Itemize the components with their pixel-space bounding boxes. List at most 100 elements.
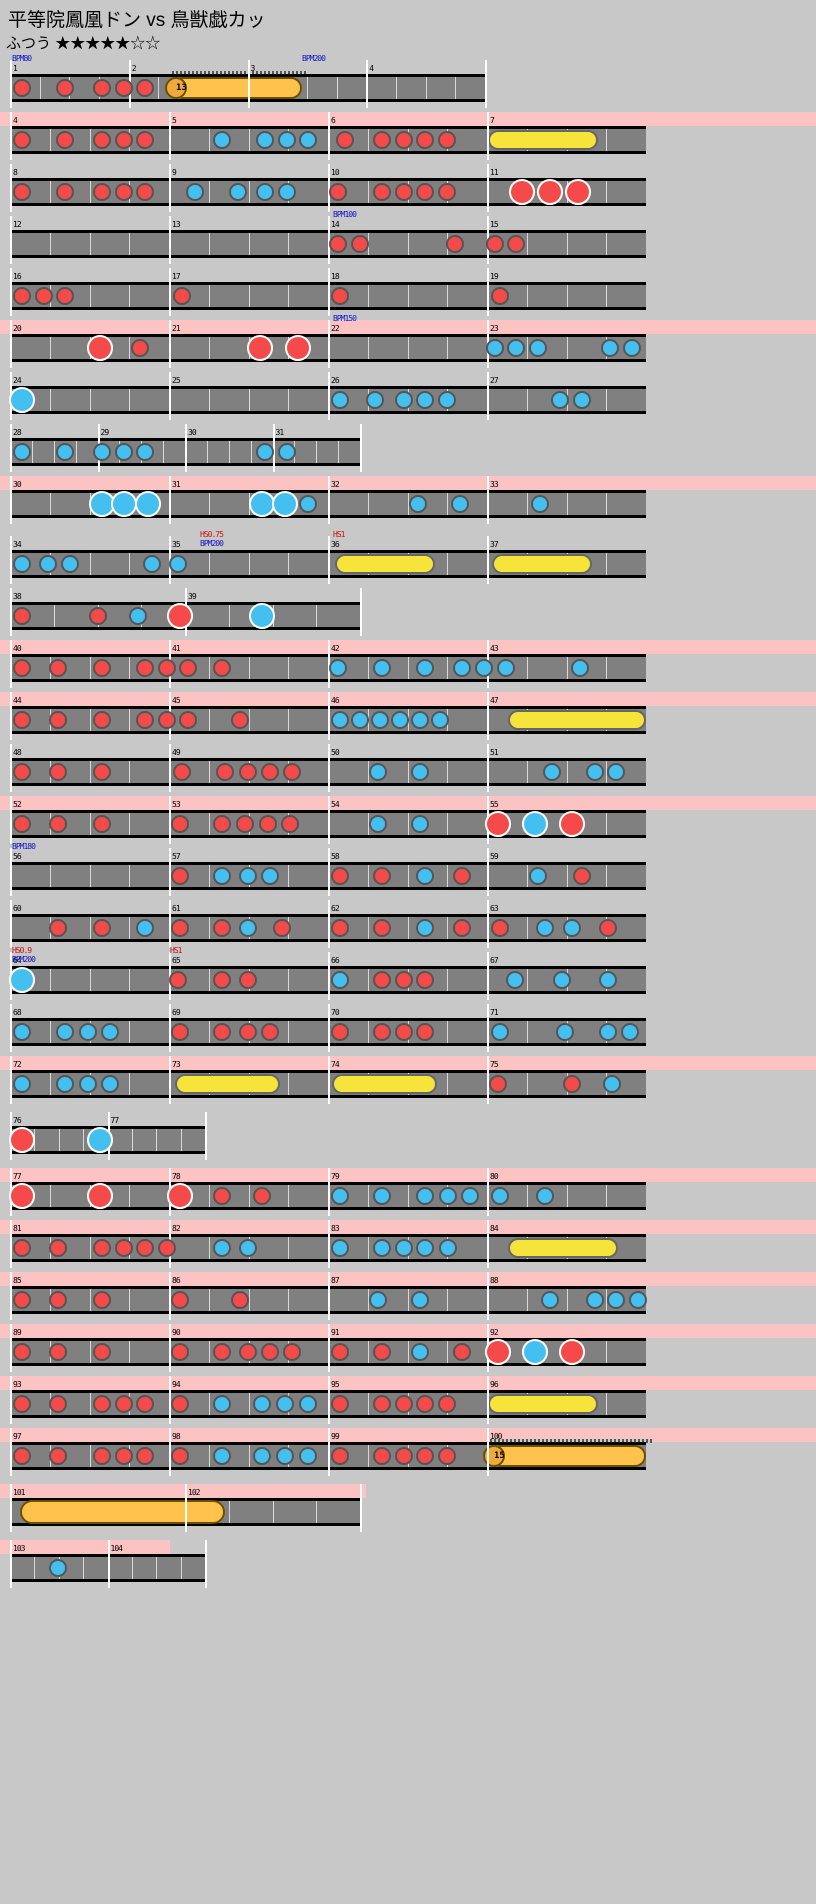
measure-number: 52 xyxy=(13,800,22,809)
note-ka xyxy=(553,971,571,989)
measure-barline xyxy=(205,1112,207,1160)
note-don xyxy=(446,235,464,253)
staff-row: 28 29 30 31 xyxy=(0,424,816,474)
note-don xyxy=(93,1343,111,1361)
drumroll-bar xyxy=(508,710,646,730)
note-ka xyxy=(599,971,617,989)
staff-row: 48 49 50 51 xyxy=(0,744,816,794)
note-bigka xyxy=(111,491,137,517)
measure-barline xyxy=(485,60,487,108)
beat-line xyxy=(39,77,41,99)
note-ka xyxy=(239,867,257,885)
beat-line xyxy=(288,709,290,731)
scroll-speed-label: HS0.75 xyxy=(200,530,224,539)
measure-barline xyxy=(10,1220,12,1268)
measure-number: 20 xyxy=(13,324,22,333)
measure-number: 17 xyxy=(172,272,181,281)
measure-barline xyxy=(328,1220,330,1268)
note-don xyxy=(13,1239,31,1257)
note-don xyxy=(13,131,31,149)
beat-line xyxy=(89,813,91,835)
measure-number: 74 xyxy=(331,1060,340,1069)
beat-line xyxy=(89,181,91,203)
note-ka xyxy=(331,1187,349,1205)
beat-line xyxy=(566,657,568,679)
note-don xyxy=(93,1447,111,1465)
note-don xyxy=(115,183,133,201)
note-don xyxy=(239,1023,257,1041)
note-lane[interactable] xyxy=(10,602,360,630)
note-don xyxy=(395,1395,413,1413)
measure-barline xyxy=(10,1272,12,1320)
beat-line xyxy=(208,1289,210,1311)
beat-line xyxy=(407,1289,409,1311)
measure-number: 16 xyxy=(13,272,22,281)
note-don xyxy=(93,1239,111,1257)
balloon-span-marker xyxy=(490,1439,652,1443)
beat-line xyxy=(606,1341,608,1363)
measure-barline xyxy=(205,1540,207,1588)
note-don xyxy=(13,183,31,201)
beat-line xyxy=(156,1557,158,1579)
note-lane[interactable] xyxy=(9,1126,205,1154)
measure-number: 84 xyxy=(490,1224,499,1233)
measure-number: 50 xyxy=(331,748,340,757)
beat-line xyxy=(526,493,528,515)
note-don xyxy=(331,1395,349,1413)
measure-barline xyxy=(487,268,489,316)
note-bigdon xyxy=(485,1339,511,1365)
beat-line xyxy=(129,553,131,575)
beat-line xyxy=(407,865,409,887)
note-ka xyxy=(213,131,231,149)
note-ka xyxy=(93,443,111,461)
beat-line xyxy=(606,657,608,679)
note-ka xyxy=(299,1447,317,1465)
measure-number: 37 xyxy=(490,540,499,549)
beat-line xyxy=(606,129,608,151)
note-ka xyxy=(299,131,317,149)
measure-number: 3 xyxy=(250,64,256,73)
beat-line xyxy=(89,389,91,411)
note-ka xyxy=(416,867,434,885)
note-don xyxy=(416,1023,434,1041)
note-ka xyxy=(186,183,204,201)
gogo-time-band xyxy=(0,1220,816,1234)
note-don xyxy=(331,919,349,937)
staff-row: 12 13 14 15 BPM100 xyxy=(0,211,816,266)
beat-line xyxy=(526,1073,528,1095)
measure-number: 101 xyxy=(13,1488,25,1497)
staff-row: 93 94 95 96 xyxy=(0,1376,816,1426)
note-ka xyxy=(39,555,57,573)
beat-line xyxy=(49,865,51,887)
measure-number: 102 xyxy=(188,1488,200,1497)
measure-barline xyxy=(487,692,489,740)
beat-line xyxy=(367,181,369,203)
measure-number: 91 xyxy=(331,1328,340,1337)
note-bigdon xyxy=(559,811,585,837)
scroll-speed-label: HS1 xyxy=(333,530,345,539)
staff-row: 72 73 74 75 xyxy=(0,1056,816,1106)
note-don xyxy=(416,1447,434,1465)
note-don xyxy=(171,815,189,833)
note-ka xyxy=(491,1023,509,1041)
measure-barline xyxy=(328,1428,330,1476)
note-ka xyxy=(603,1075,621,1093)
measure-number: 34 xyxy=(13,540,22,549)
note-ka xyxy=(497,659,515,677)
measure-barline xyxy=(10,744,12,792)
note-bigka xyxy=(87,1127,113,1153)
bpm-change-label: BPM200 xyxy=(12,955,36,964)
note-don xyxy=(171,1395,189,1413)
note-don xyxy=(49,1343,67,1361)
beat-line xyxy=(367,1021,369,1043)
note-don xyxy=(261,1343,279,1361)
measure-barline xyxy=(328,1168,330,1216)
measure-barline xyxy=(328,796,330,844)
note-ka xyxy=(586,1291,604,1309)
drumroll-bar xyxy=(335,554,435,574)
beat-line xyxy=(129,389,131,411)
note-ka xyxy=(439,1187,457,1205)
beat-line xyxy=(447,969,449,991)
note-ka xyxy=(416,1239,434,1257)
note-don xyxy=(283,1343,301,1361)
